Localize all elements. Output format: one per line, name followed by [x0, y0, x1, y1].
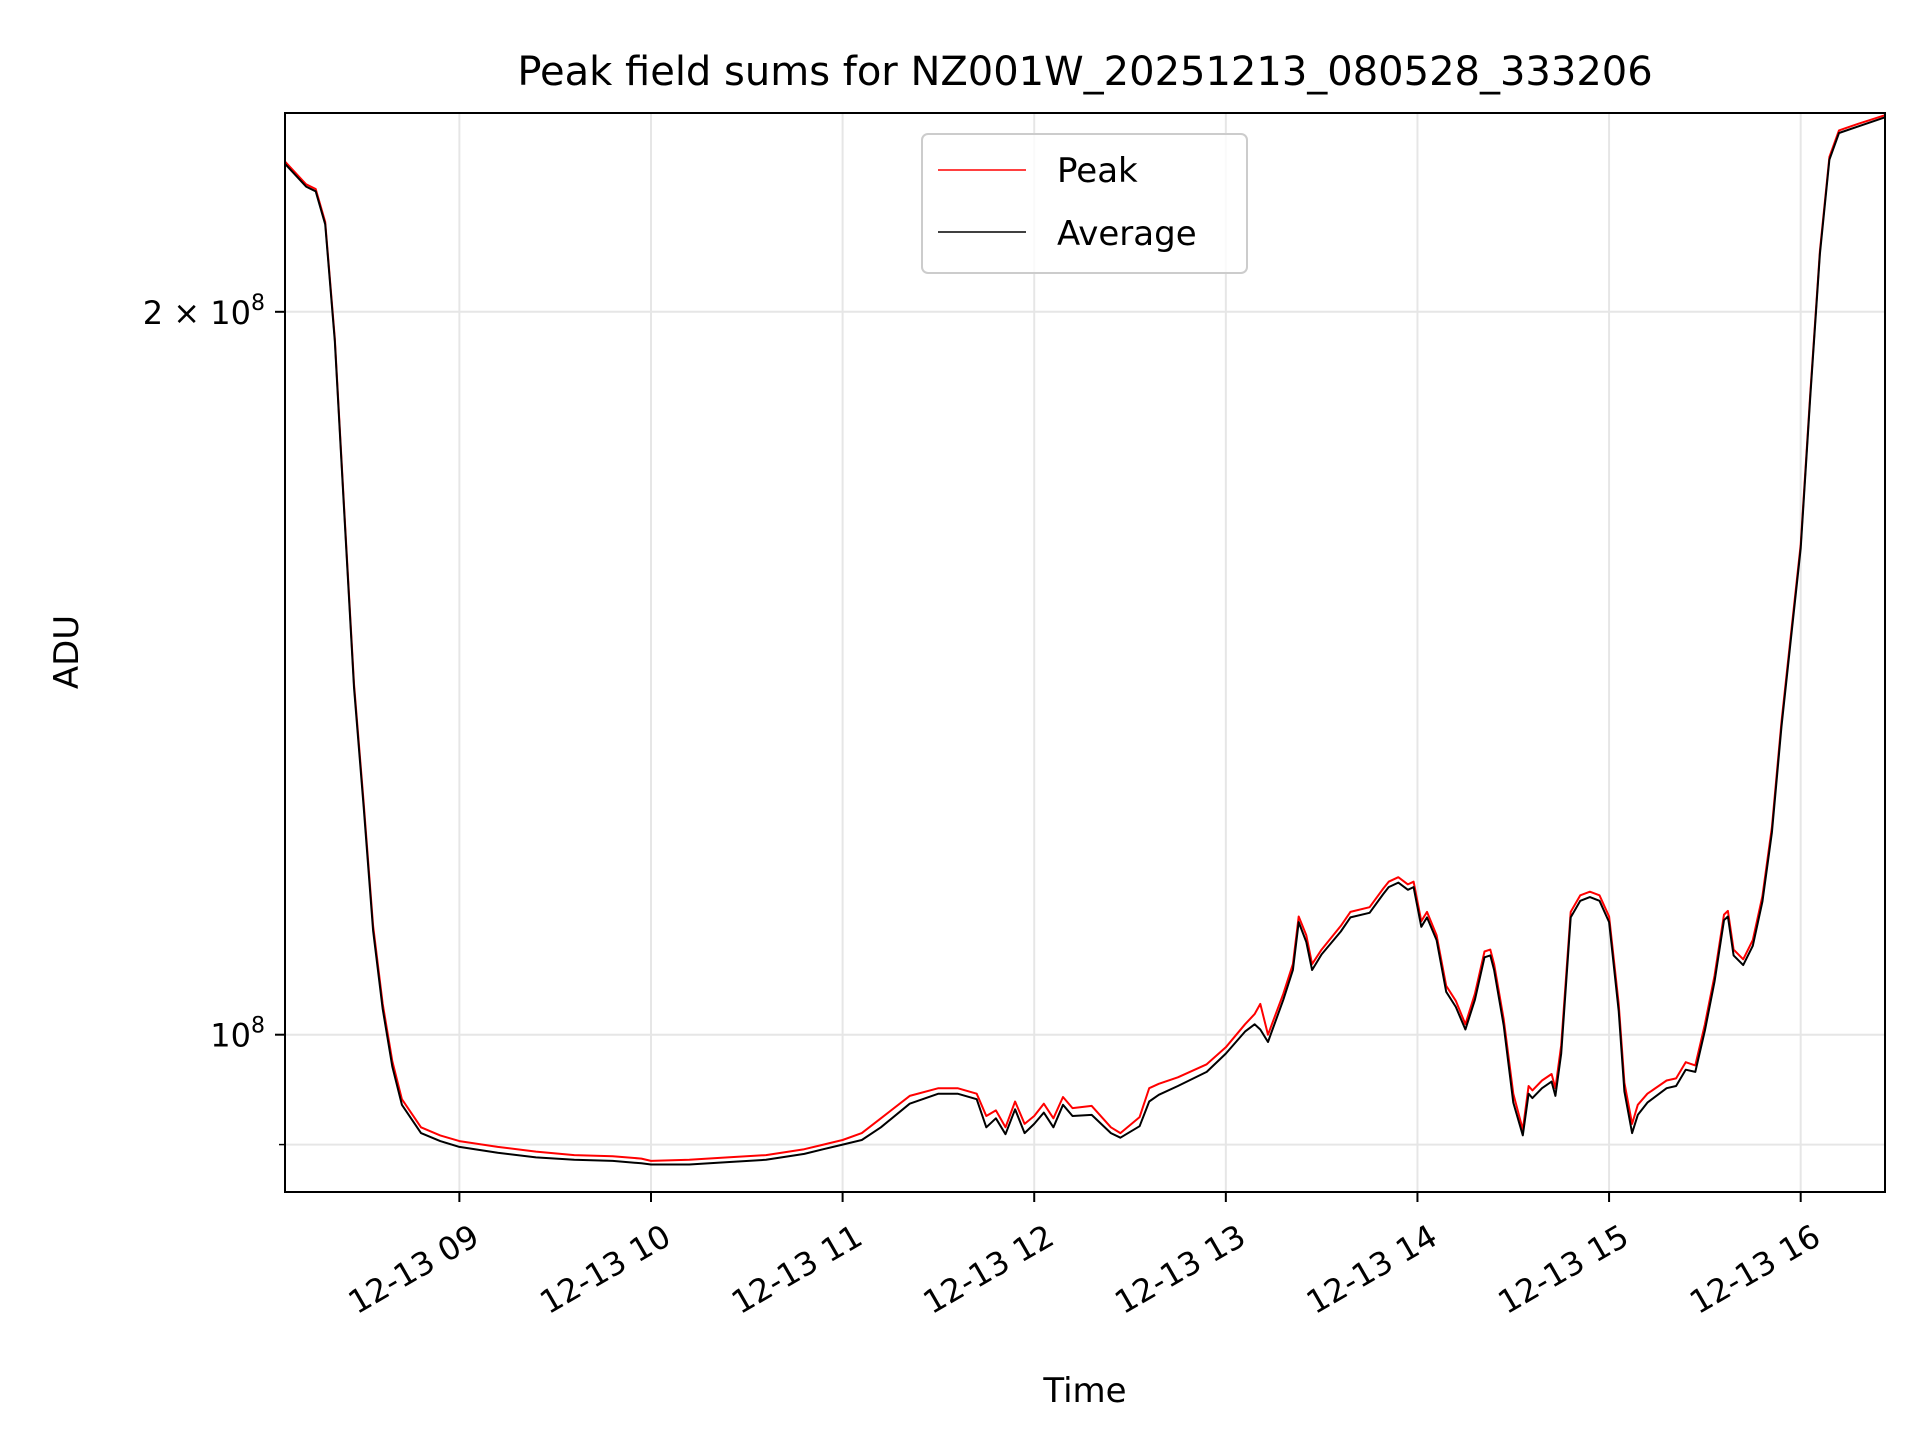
y-axis-label: ADU — [47, 615, 87, 689]
series-line-average — [284, 116, 1886, 1166]
y-tick-label: 108 — [210, 1014, 265, 1055]
legend-label-average: Average — [1057, 214, 1197, 254]
series-line-peak — [284, 114, 1886, 1162]
legend: Peak Average — [921, 133, 1248, 274]
y-tick-label: 2 × 108 — [143, 291, 265, 332]
legend-box — [921, 133, 1248, 274]
series-lines — [284, 114, 1886, 1166]
chart-title: Peak field sums for NZ001W_20251213_0805… — [517, 49, 1652, 95]
plot-frame — [284, 112, 1886, 1193]
x-axis-label: Time — [1042, 1371, 1126, 1411]
legend-label-peak: Peak — [1057, 151, 1138, 191]
grid — [285, 113, 1885, 1192]
